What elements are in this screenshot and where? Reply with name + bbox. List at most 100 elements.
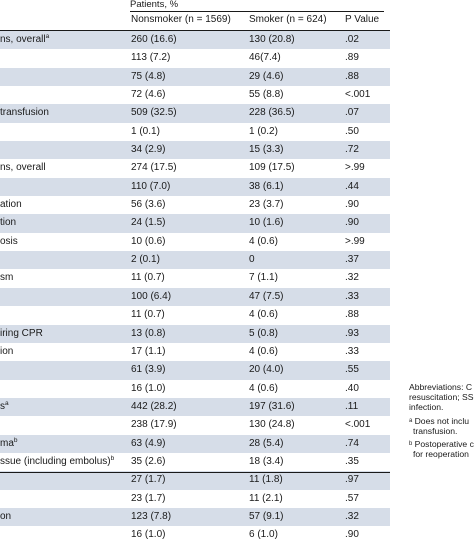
nonsmoker-cell: 442 (28.2) (131, 400, 177, 412)
smoker-cell: 18 (3.4) (249, 455, 284, 467)
table-row: ns, overall 274 (17.5) 109 (17.5) >.99 (0, 159, 390, 177)
nonsmoker-cell: 72 (4.6) (131, 89, 166, 101)
pvalue-cell: .93 (345, 327, 359, 339)
row-label: mab (0, 437, 18, 450)
abbreviations-line-1: Abbreviations: C (409, 382, 473, 392)
smoker-cell: 11 (2.1) (249, 492, 283, 504)
pvalue-cell: .90 (345, 529, 359, 541)
table-row: 238 (17.9) 130 (24.8) <.001 (0, 416, 390, 434)
table-row: ion 17 (1.1) 4 (0.6) .33 (0, 343, 390, 361)
nonsmoker-cell: 35 (2.6) (131, 455, 166, 467)
row-label: ns, overalla (0, 33, 50, 46)
row-label-text: ssue (including embolus) (0, 455, 111, 467)
pvalue-cell: .33 (345, 290, 359, 302)
footnote-a-line-1: ᵃ Does not inclu (409, 415, 470, 426)
pvalue-cell: .90 (345, 199, 359, 211)
nonsmoker-cell: 56 (3.6) (131, 199, 166, 211)
row-label: ns, overall (0, 162, 46, 174)
pvalue-cell: .40 (345, 382, 359, 394)
row-label-text: ma (0, 437, 14, 449)
row-label-text: on (0, 510, 12, 522)
pvalue-cell: .44 (345, 180, 359, 192)
smoker-cell: 29 (4.6) (249, 70, 284, 82)
pvalue-cell: .88 (345, 309, 359, 321)
footnotes: Abbreviations: C resuscitation; SS- infe… (409, 382, 474, 459)
smoker-cell: 28 (5.4) (249, 437, 284, 449)
pvalue-cell: .57 (345, 492, 359, 504)
row-label: tion (0, 217, 16, 229)
footnote-marker: a (45, 33, 50, 40)
table-row: osis 10 (0.6) 4 (0.6) >.99 (0, 233, 390, 251)
nonsmoker-cell: 2 (0.1) (131, 254, 160, 266)
table-row: mab 63 (4.9) 28 (5.4) .74 (0, 434, 390, 453)
row-label-text: ation (0, 199, 22, 211)
table-row: 61 (3.9) 20 (4.0) .55 (0, 361, 390, 380)
table-row: 110 (7.0) 38 (6.1) .44 (0, 177, 390, 197)
nonsmoker-cell: 238 (17.9) (131, 419, 177, 431)
smoker-cell: 130 (20.8) (249, 34, 295, 45)
footnote-marker: a (5, 399, 9, 407)
table-row: iring CPR 13 (0.8) 5 (0.8) .93 (0, 324, 390, 343)
pvalue-cell: .72 (345, 144, 359, 156)
row-label-text: sm (0, 272, 14, 284)
pvalue-cell: >.99 (345, 162, 365, 174)
row-label: ation (0, 199, 22, 211)
pvalue-cell: .11 (345, 400, 359, 412)
smoker-cell: 5 (0.8) (249, 327, 278, 339)
table-row: 11 (0.7) 4 (0.6) .88 (0, 306, 390, 324)
nonsmoker-cell: 23 (1.7) (131, 492, 166, 504)
nonsmoker-cell: 274 (17.5) (131, 162, 177, 174)
smoker-cell: 15 (3.3) (249, 144, 284, 156)
smoker-cell: 4 (0.6) (249, 345, 278, 357)
smoker-cell: 55 (8.8) (249, 89, 284, 101)
smoker-cell: 0 (249, 254, 255, 266)
table-row: 34 (2.9) 15 (3.3) .72 (0, 141, 390, 160)
smoker-cell: 1 (0.2) (249, 125, 278, 137)
row-label: ssue (including embolus)b (0, 455, 114, 468)
row-label-text: ns, overall (0, 162, 46, 174)
pvalue-cell: .90 (345, 217, 359, 229)
pvalue-cell: .89 (345, 52, 359, 64)
smoker-cell: 20 (4.0) (249, 364, 284, 376)
pvalue-cell: .97 (345, 474, 359, 486)
smoker-column-header: Smoker (n = 624) (249, 14, 327, 25)
smoker-cell: 46(7.4) (249, 52, 281, 64)
nonsmoker-cell: 17 (1.1) (131, 345, 166, 357)
smoker-cell: 11 (1.8) (249, 474, 283, 486)
pvalue-column-header: P Value (345, 14, 380, 25)
smoker-cell: 57 (9.1) (249, 510, 284, 522)
row-label-text: s (0, 400, 5, 412)
pvalue-cell: .50 (345, 125, 359, 137)
patients-header: Patients, % (130, 0, 179, 10)
smoker-cell: 10 (1.6) (249, 217, 284, 229)
footnote-b-line-2: for reoperation (413, 449, 469, 460)
table-row: 100 (6.4) 47 (7.5) .33 (0, 287, 390, 307)
table-bottom-rule (0, 472, 390, 473)
smoker-cell: 4 (0.6) (249, 235, 278, 247)
row-label: on (0, 511, 11, 523)
footnote-a-line-2: transfusion. (413, 425, 458, 436)
table-row: ssue (including embolus)b 35 (2.6) 18 (3.4… (0, 453, 390, 471)
patients-header-rule (130, 11, 384, 12)
pvalue-cell: .74 (345, 437, 359, 449)
table-row: 113 (7.2) 46(7.4) .89 (0, 49, 390, 67)
nonsmoker-cell: 24 (1.5) (131, 217, 166, 229)
row-label: osis (0, 236, 18, 248)
table-row: 75 (4.8) 29 (4.6) .88 (0, 67, 390, 87)
nonsmoker-cell: 123 (7.8) (131, 510, 172, 522)
abbreviations-line-2: resuscitation; SS- (409, 392, 474, 403)
smoker-cell: 4 (0.6) (249, 382, 278, 394)
pvalue-cell: .88 (345, 70, 359, 82)
pvalue-cell: .32 (345, 272, 359, 284)
row-label: ion (0, 346, 13, 358)
row-label: iring CPR (0, 328, 43, 340)
table-row: sa 442 (28.2) 197 (31.6) .11 (0, 397, 390, 417)
nonsmoker-cell: 63 (4.9) (131, 437, 166, 449)
table-row: 16 (1.0) 6 (1.0) .90 (0, 526, 390, 544)
row-label: sa (0, 399, 9, 413)
smoker-cell: 109 (17.5) (249, 162, 295, 174)
smoker-cell: 6 (1.0) (249, 529, 278, 541)
pvalue-cell: .02 (345, 34, 359, 45)
row-label: transfusion (0, 107, 49, 119)
nonsmoker-cell: 61 (3.9) (131, 364, 166, 376)
